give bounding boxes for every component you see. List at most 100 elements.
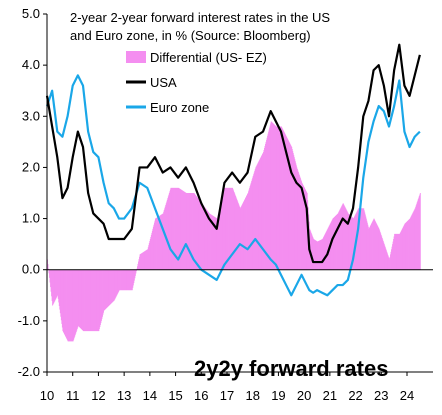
differential-bar-90: [93, 269, 95, 332]
differential-bar-16: [55, 269, 57, 300]
differential-bar-681: [397, 233, 399, 270]
differential-bar-300: [201, 203, 203, 270]
x-tick-label-3: 13: [117, 388, 131, 403]
differential-bar-676: [394, 233, 396, 270]
differential-bar-244: [172, 187, 174, 270]
differential-bar-666: [389, 256, 391, 270]
differential-bar-81: [88, 269, 90, 332]
y-tick-label-0: 5.0: [22, 6, 40, 21]
differential-bar-441: [273, 124, 275, 270]
differential-bar-100: [98, 269, 100, 332]
differential-bar-589: [349, 215, 351, 270]
differential-bar-194: [146, 249, 148, 270]
differential-bar-606: [358, 208, 360, 270]
y-tick-label-4: 1.0: [22, 211, 40, 226]
differential-bar-314: [208, 212, 210, 270]
differential-bar-471: [289, 142, 291, 270]
differential-bar-690: [401, 228, 403, 270]
differential-bar-477: [292, 151, 294, 270]
differential-bar-237: [168, 193, 170, 270]
x-tick-label-8: 18: [245, 388, 259, 403]
differential-bar-295: [198, 199, 200, 270]
differential-bar-26: [60, 269, 62, 317]
differential-bar-139: [118, 269, 120, 292]
differential-bar-153: [125, 269, 127, 291]
differential-bar-188: [143, 251, 145, 270]
differential-bar-216: [158, 216, 159, 270]
differential-bar-232: [166, 201, 168, 270]
differential-bar-645: [378, 228, 380, 270]
differential-bar-10: [52, 269, 54, 306]
differential-bar-423: [264, 145, 266, 270]
differential-bar-101: [98, 269, 100, 330]
differential-bar-23: [58, 269, 60, 307]
differential-bar-83: [89, 269, 91, 332]
differential-bar-635: [373, 218, 375, 270]
differential-bar-616: [363, 210, 365, 270]
differential-bar-655: [383, 244, 385, 270]
differential-bar-306: [204, 207, 206, 270]
differential-bar-82: [89, 269, 91, 332]
differential-bar-718: [416, 203, 418, 270]
differential-bar-464: [285, 135, 287, 270]
differential-bar-267: [184, 191, 186, 270]
differential-bar-119: [108, 269, 110, 307]
differential-bar-242: [171, 187, 173, 270]
differential-bar-63: [79, 269, 81, 328]
differential-bar-12: [53, 269, 55, 304]
differential-bar-463: [285, 134, 287, 270]
differential-bar-154: [126, 269, 128, 291]
differential-bar-233: [166, 199, 168, 270]
differential-bar-95: [95, 269, 97, 332]
differential-bar-588: [349, 214, 351, 270]
differential-bar-39: [67, 269, 68, 341]
differential-bar-514: [311, 234, 313, 270]
differential-bar-357: [230, 187, 232, 270]
differential-bar-435: [270, 121, 272, 270]
differential-bar-44: [69, 269, 71, 342]
differential-bar-652: [382, 239, 384, 270]
differential-bar-107: [102, 269, 103, 317]
differential-bar-389: [247, 194, 248, 270]
differential-bar-60: [77, 269, 79, 326]
differential-bar-461: [284, 132, 285, 270]
differential-bar-143: [120, 269, 122, 291]
differential-bar-287: [194, 194, 196, 270]
differential-bar-533: [321, 239, 323, 270]
differential-bar-456: [281, 127, 283, 270]
differential-bar-407: [256, 165, 258, 270]
differential-bar-228: [164, 208, 166, 270]
differential-bar-587: [348, 214, 350, 270]
differential-bar-200: [149, 239, 151, 270]
differential-bar-128: [112, 269, 114, 302]
differential-bar-336: [219, 206, 221, 270]
differential-bar-540: [324, 233, 326, 270]
differential-bar-408: [256, 164, 258, 270]
differential-bar-608: [359, 208, 361, 270]
differential-bar-324: [213, 216, 215, 270]
differential-bar-696: [404, 223, 406, 270]
differential-bar-99: [97, 269, 99, 332]
differential-bar-562: [336, 214, 337, 270]
differential-bar-50: [72, 269, 74, 342]
differential-bar-628: [369, 225, 371, 270]
differential-bar-586: [348, 213, 350, 270]
differential-bar-341: [222, 196, 224, 270]
differential-bar-351: [227, 187, 229, 270]
differential-bar-381: [242, 202, 244, 270]
differential-bar-412: [258, 160, 260, 270]
differential-bar-644: [378, 227, 380, 270]
differential-bar-208: [153, 222, 155, 270]
differential-bar-583: [346, 211, 348, 270]
differential-bar-217: [158, 216, 160, 270]
differential-bar-272: [186, 193, 188, 270]
differential-bar-273: [187, 193, 189, 270]
differential-bar-141: [119, 269, 121, 291]
differential-bar-569: [339, 209, 341, 270]
differential-bar-521: [314, 240, 316, 270]
differential-bar-687: [400, 231, 402, 270]
differential-bar-377: [240, 206, 242, 270]
differential-bar-285: [193, 193, 195, 270]
differential-bar-266: [183, 191, 185, 270]
differential-bar-515: [311, 235, 313, 270]
